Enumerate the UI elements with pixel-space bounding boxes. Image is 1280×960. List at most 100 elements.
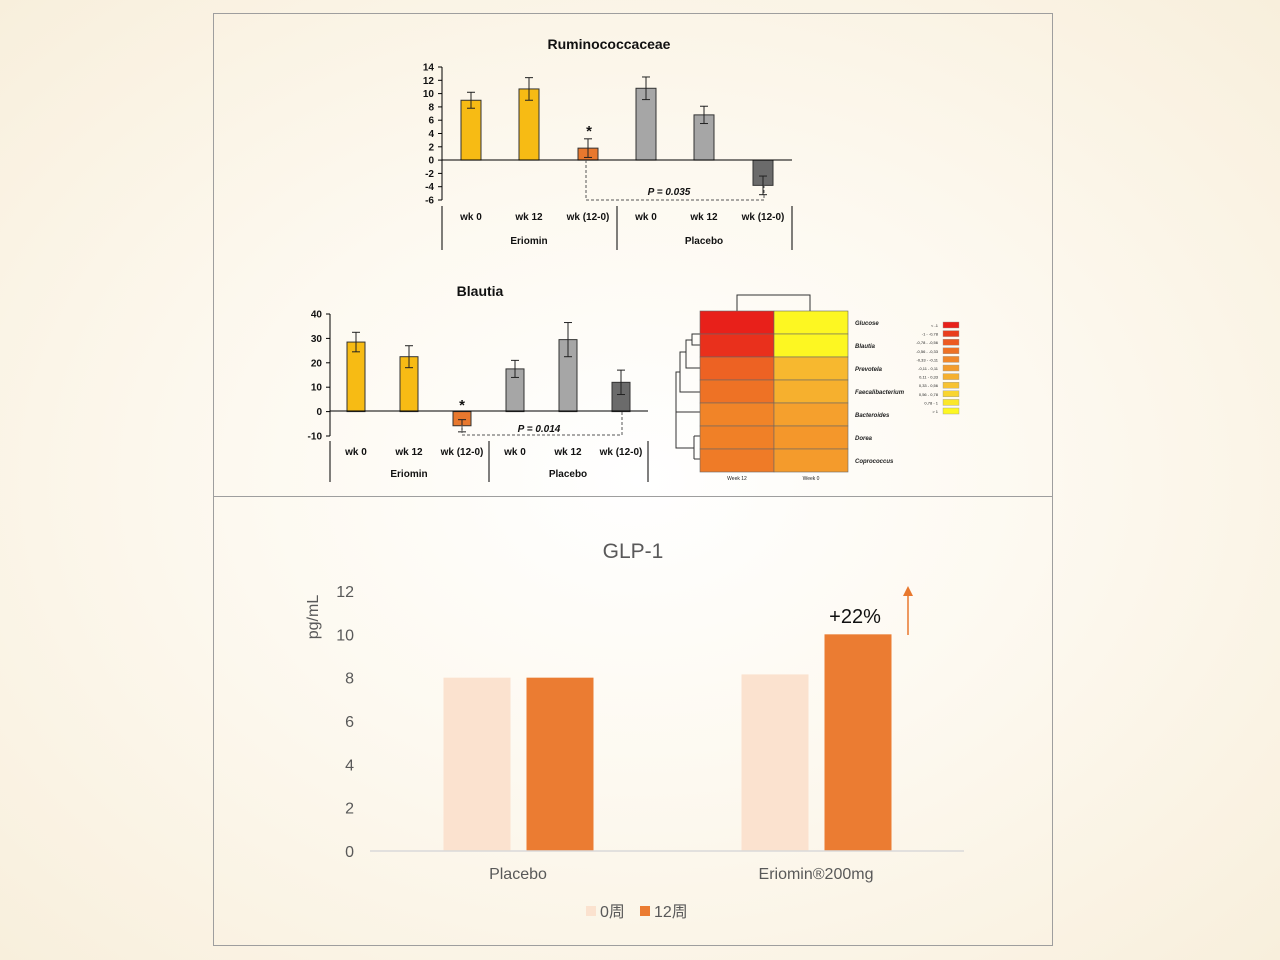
figure-frame xyxy=(213,13,1053,946)
blautia-p-value: P = 0.014 xyxy=(518,424,561,435)
glp1-chart: GLP-1 pg/mL 12 10 8 6 4 2 0 Placebo Eriomin®200… xyxy=(305,540,964,921)
blautia-group-eriomin: Eriomin xyxy=(390,469,427,480)
blautia-category-label: wk 12 xyxy=(553,447,582,458)
heatmap-cell xyxy=(699,402,775,427)
ruminococcaceae-tick-label: -6 xyxy=(425,196,434,207)
heatmap-legend-label: > 1 xyxy=(932,409,938,414)
heatmap-legend-label: 0,56 - 0,78 xyxy=(919,392,939,397)
blautia-tick-label: 30 xyxy=(311,334,323,345)
heatmap-legend-swatch xyxy=(942,356,960,363)
glp1-increase-annotation: +22% xyxy=(829,606,881,628)
blautia-category-label: wk 12 xyxy=(394,447,423,458)
heatmap-row-label: Glucose xyxy=(855,321,879,327)
blautia-bar xyxy=(346,341,366,413)
glp1-legend-label: 0周 xyxy=(600,904,625,921)
heatmap-legend-swatch xyxy=(942,347,960,354)
blautia-group-placebo: Placebo xyxy=(549,469,587,480)
heatmap-column-labels: Week 12 Week 0 xyxy=(727,476,819,482)
heatmap-cell xyxy=(773,425,849,450)
ruminococcaceae-p-value: P = 0.035 xyxy=(648,187,691,198)
heatmap-cells xyxy=(699,310,849,473)
heatmap-legend-label: -1 - -0,78 xyxy=(922,332,939,337)
ruminococcaceae-tick-label: 6 xyxy=(428,116,434,127)
heatmap-row-label: Blautia xyxy=(855,344,876,350)
heatmap-row-label: Coprococcus xyxy=(855,459,894,465)
ruminococcaceae-chart: Ruminococcaceae 14 12 10 8 6 4 2 0 -2 -4 -6 * P = … xyxy=(423,36,793,250)
heatmap-legend-swatch xyxy=(942,382,960,389)
ruminococcaceae-tick-label: -2 xyxy=(425,169,434,180)
glp1-y-label: pg/mL xyxy=(305,595,322,640)
ruminococcaceae-tick-label: 8 xyxy=(428,102,434,113)
blautia-category-label: wk (12-0) xyxy=(599,447,643,458)
glp1-legend: 0周 12周 xyxy=(586,904,688,921)
ruminococcaceae-tick-label: 2 xyxy=(428,142,434,153)
blautia-y-ticks: 40 30 20 10 0 -10 xyxy=(308,310,330,443)
ruminococcaceae-tick-label: 10 xyxy=(423,89,435,100)
ruminococcaceae-bar xyxy=(460,99,482,161)
ruminococcaceae-category-label: wk (12-0) xyxy=(741,212,785,223)
heatmap-cell xyxy=(699,356,775,381)
ruminococcaceae-significance: * xyxy=(586,123,592,140)
blautia-categories: wk 0 wk 12 wk (12-0) wk 0 wk 12 wk (12-0) xyxy=(344,447,642,458)
heatmap-cell xyxy=(699,310,775,335)
blautia-tick-label: 40 xyxy=(311,310,323,321)
glp1-bars xyxy=(443,634,892,851)
heatmap-legend-swatch xyxy=(942,399,960,406)
ruminococcaceae-category-label: wk 0 xyxy=(634,212,657,223)
glp1-tick-label: 10 xyxy=(336,627,354,644)
ruminococcaceae-group-eriomin: Eriomin xyxy=(510,236,547,247)
heatmap-legend-label: -0,56 - -0,33 xyxy=(916,349,939,354)
glp1-bar xyxy=(443,677,511,851)
glp1-category-label: Eriomin®200mg xyxy=(759,866,874,883)
glp1-tick-label: 8 xyxy=(345,671,354,688)
glp1-tick-label: 2 xyxy=(345,801,354,818)
heatmap-legend-swatch xyxy=(942,330,960,337)
glp1-legend-swatch xyxy=(640,906,650,916)
ruminococcaceae-categories: wk 0 wk 12 wk (12-0) wk 0 wk 12 wk (12-0) xyxy=(459,212,784,223)
heatmap-legend-swatch xyxy=(942,364,960,372)
heatmap-row-dendrogram xyxy=(675,333,700,460)
increase-arrow-icon xyxy=(903,586,913,635)
heatmap-legend-swatch xyxy=(942,390,960,397)
heatmap-column-dendrogram xyxy=(736,294,811,311)
heatmap-row-label: Bacteroides xyxy=(855,413,890,419)
glp1-legend-label: 12周 xyxy=(654,904,688,921)
heatmap-legend-label: -0,78 - -0,56 xyxy=(916,340,939,345)
ruminococcaceae-tick-label: 0 xyxy=(428,156,434,167)
heatmap-row-label: Dorea xyxy=(855,436,873,442)
heatmap-cell xyxy=(773,333,849,358)
blautia-category-label: wk 0 xyxy=(503,447,526,458)
ruminococcaceae-tick-label: 14 xyxy=(423,63,435,74)
blautia-p-bracket xyxy=(461,411,623,436)
heatmap-legend-label: -0,33 - -0,11 xyxy=(917,357,939,362)
blautia-tick-label: 20 xyxy=(311,358,323,369)
glp1-bar xyxy=(824,634,892,851)
heatmap-cell xyxy=(699,425,775,450)
ruminococcaceae-tick-label: 12 xyxy=(423,76,435,87)
ruminococcaceae-tick-label: 4 xyxy=(428,129,434,140)
heatmap-row-label: Faecalibacterium xyxy=(855,390,905,396)
heatmap-column-label: Week 12 xyxy=(727,476,747,482)
glp1-categories: Placebo Eriomin®200mg xyxy=(489,866,873,883)
heatmap-legend-swatch xyxy=(942,339,960,346)
heatmap-legend-label: 0,11 - 0,33 xyxy=(919,375,939,380)
blautia-bars xyxy=(346,322,631,433)
glp1-category-label: Placebo xyxy=(489,866,547,883)
heatmap-legend-swatch xyxy=(942,407,960,415)
heatmap-cell xyxy=(773,310,849,335)
heatmap-legend-label: < -1 xyxy=(931,323,939,328)
blautia-tick-label: 10 xyxy=(311,383,323,394)
ruminococcaceae-p-bracket xyxy=(585,160,765,201)
ruminococcaceae-category-label: wk 12 xyxy=(514,212,543,223)
ruminococcaceae-y-ticks: 14 12 10 8 6 4 2 0 -2 -4 -6 xyxy=(423,63,442,207)
heatmap-cell xyxy=(773,402,849,427)
blautia-significance: * xyxy=(459,397,465,414)
ruminococcaceae-category-label: wk (12-0) xyxy=(566,212,610,223)
ruminococcaceae-title: Ruminococcaceae xyxy=(548,36,671,52)
heatmap-legend-swatch xyxy=(942,373,960,380)
glp1-tick-label: 12 xyxy=(336,584,354,601)
heatmap-cell xyxy=(773,356,849,381)
heatmap-cell xyxy=(699,448,775,473)
glp1-tick-label: 6 xyxy=(345,714,354,731)
